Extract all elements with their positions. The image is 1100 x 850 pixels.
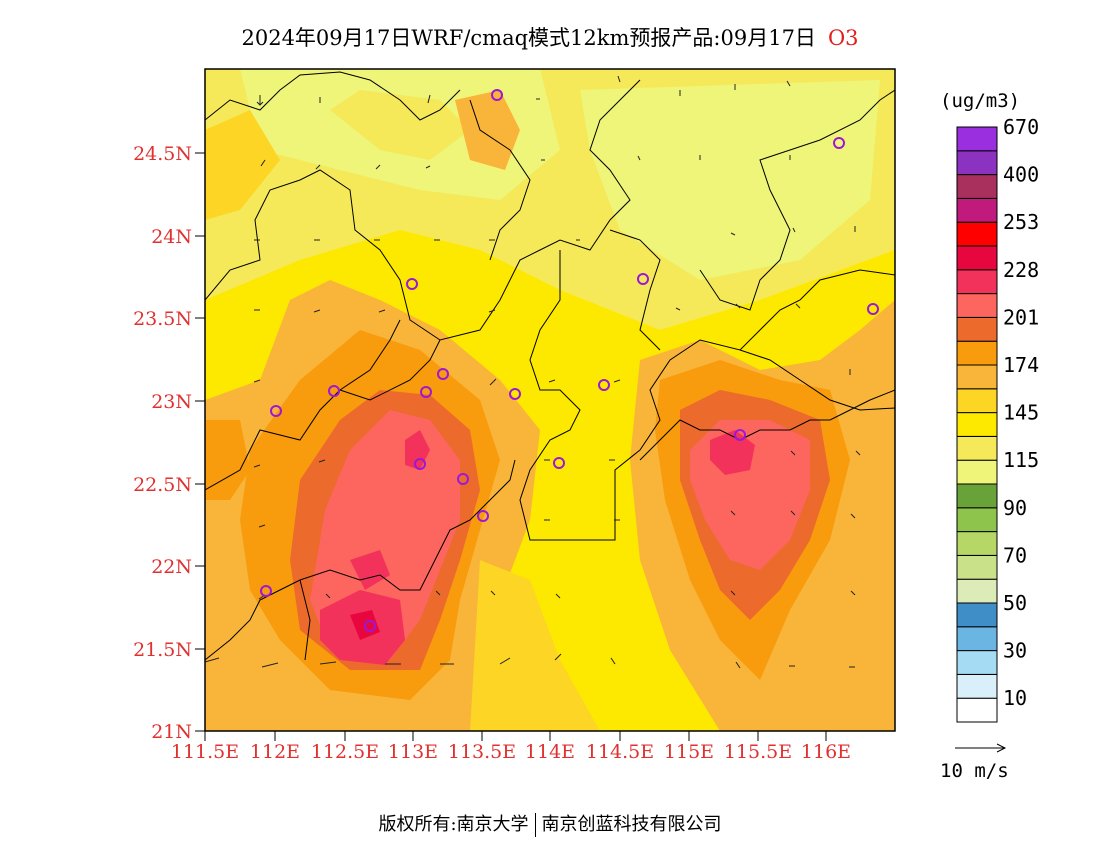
colorbar-swatch: [956, 626, 998, 652]
wind-reference-arrow: [955, 743, 1007, 753]
colorbar-label: 10: [1003, 686, 1027, 710]
colorbar-label: 253: [1003, 210, 1039, 234]
colorbar-label: 201: [1003, 305, 1039, 329]
station-marker: [364, 620, 376, 632]
ozone-field: [205, 69, 895, 731]
boundary-lines: [205, 71, 895, 661]
station-marker: [406, 278, 418, 290]
colorbar-swatch: [956, 412, 998, 437]
colorbar-swatch: [956, 578, 998, 604]
lon-tick-label: 114E: [525, 741, 575, 763]
lon-axis: [204, 731, 827, 741]
lon-tick-label: 111.5E: [171, 741, 239, 763]
station-marker: [420, 386, 432, 398]
map-title: 2024年09月17日WRF/cmaq模式12km预报产品:09月17日 O3: [0, 22, 1100, 52]
colorbar-swatch: [956, 174, 998, 199]
colorbar-swatch: [956, 221, 998, 247]
copyright-right: 南京创蓝科技有限公司: [541, 814, 722, 835]
lon-tick-label: 112.5E: [311, 741, 379, 763]
colorbar-label: 30: [1003, 639, 1027, 663]
colorbar-swatch: [956, 531, 998, 556]
colorbar-label: 228: [1003, 258, 1039, 282]
station-marker: [833, 137, 845, 149]
colorbar-swatch: [956, 650, 998, 675]
copyright-footer: 版权所有:南京大学 南京创蓝科技有限公司: [0, 810, 1100, 837]
colorbar-label: 90: [1003, 496, 1027, 520]
station-marker: [598, 379, 610, 391]
lon-tick-label: 115E: [664, 741, 714, 763]
lat-tick-label: 24.5N: [133, 143, 192, 165]
colorbar-label: 670: [1003, 115, 1039, 139]
lon-tick-label: 113E: [388, 741, 438, 763]
copyright-left: 版权所有:南京大学: [378, 814, 529, 835]
station-marker: [457, 473, 469, 485]
colorbar-swatch: [956, 293, 998, 318]
station-marker: [553, 457, 565, 469]
station-marker: [328, 385, 340, 397]
lat-tick-label: 21.5N: [133, 639, 192, 661]
lat-tick-label: 23.5N: [133, 308, 192, 330]
colorbar-swatch: [956, 150, 998, 176]
station-markers: [260, 89, 879, 632]
colorbar-swatch: [956, 364, 998, 390]
lon-tick-label: 116E: [801, 741, 851, 763]
lat-tick-label: 22.5N: [133, 474, 192, 496]
station-marker: [414, 458, 426, 470]
station-marker: [509, 388, 521, 400]
colorbar: 10 30 50 70 90 115 145 174 201 228 253 400 670: [956, 115, 1039, 723]
station-marker: [437, 368, 449, 380]
station-marker: [734, 429, 746, 441]
colorbar-swatch: [956, 245, 998, 271]
colorbar-swatch: [956, 269, 998, 295]
lon-tick-label: 112E: [250, 741, 300, 763]
lat-tick-label: 22N: [151, 556, 192, 578]
colorbar-label: 115: [1003, 448, 1039, 472]
lon-tick-label: 113.5E: [448, 741, 516, 763]
colorbar-swatch: [956, 340, 998, 366]
lon-tick-label: 114.5E: [586, 741, 654, 763]
station-marker: [270, 405, 282, 417]
colorbar-swatch: [956, 507, 998, 533]
colorbar-unit: (ug/m3): [940, 90, 1021, 112]
lat-axis: [195, 152, 205, 732]
wind-reference-label: 10 m/s: [940, 760, 1009, 782]
colorbar-swatch: [956, 126, 998, 152]
footer-divider: [534, 813, 536, 837]
lat-tick-label: 24N: [151, 226, 192, 248]
title-text: 2024年09月17日WRF/cmaq模式12km预报产品:09月17日: [241, 26, 816, 50]
colorbar-swatch: [956, 435, 998, 461]
station-marker: [477, 510, 489, 522]
colorbar-swatch: [956, 459, 998, 485]
station-marker: [637, 273, 649, 285]
colorbar-label: 174: [1003, 353, 1039, 377]
colorbar-label: 50: [1003, 591, 1027, 615]
colorbar-swatch: [956, 483, 998, 509]
colorbar-swatch: [956, 697, 998, 723]
station-marker: [260, 585, 272, 597]
colorbar-label: 70: [1003, 543, 1027, 567]
species-label: O3: [827, 26, 859, 50]
colorbar-swatch: [956, 197, 998, 223]
colorbar-swatch: [956, 554, 998, 580]
colorbar-label: 145: [1003, 401, 1039, 425]
colorbar-swatch: [956, 602, 998, 628]
colorbar-swatch: [956, 316, 998, 342]
colorbar-swatch: [956, 673, 998, 699]
lat-tick-label: 21N: [151, 721, 192, 743]
colorbar-swatch: [956, 388, 998, 414]
station-marker: [491, 89, 503, 101]
station-marker: [867, 303, 879, 315]
colorbar-label: 400: [1003, 163, 1039, 187]
wind-vectors: [204, 75, 861, 669]
lat-tick-label: 23N: [151, 391, 192, 413]
lon-tick-label: 115.5E: [724, 741, 792, 763]
